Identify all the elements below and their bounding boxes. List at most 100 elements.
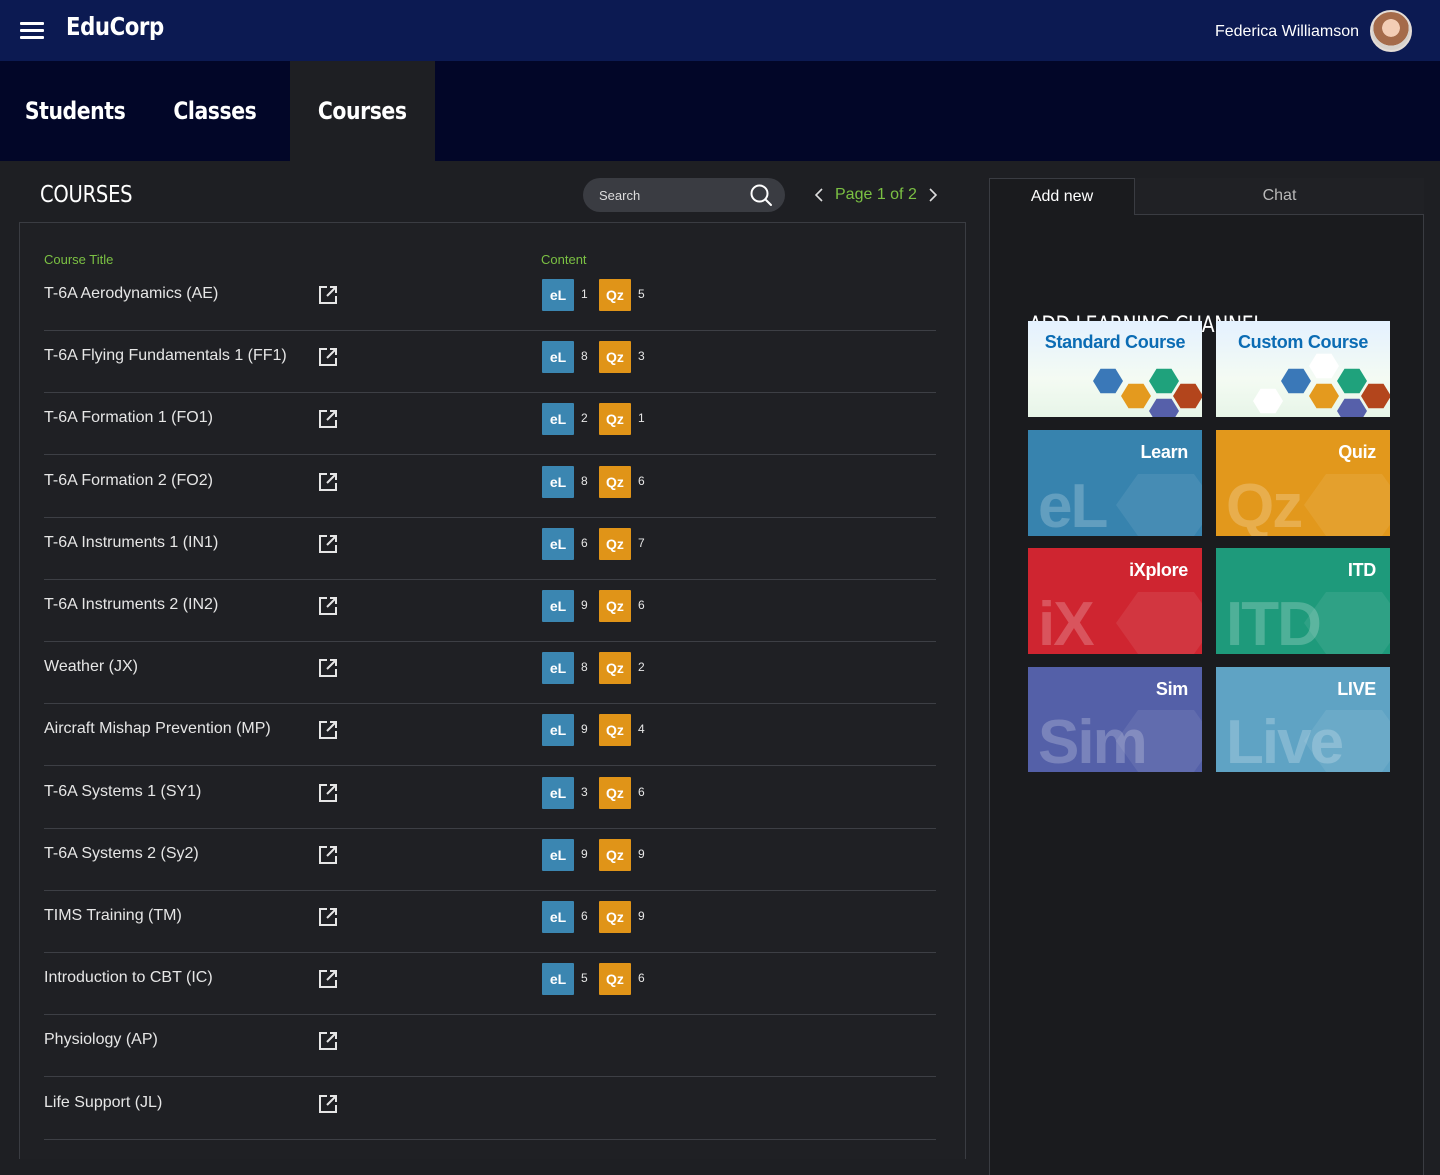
table-row[interactable]: Life Support (JL) [44,1078,936,1140]
elearning-badge[interactable]: eL [542,465,574,498]
table-row[interactable]: Physiology (AP) [44,1015,936,1078]
open-external-icon[interactable] [318,658,338,678]
elearning-badge[interactable]: eL [542,776,574,809]
custom-course-card[interactable]: Custom Course [1216,321,1390,417]
live-card[interactable]: Live LIVE [1216,667,1390,772]
open-external-icon[interactable] [318,596,338,616]
tab-students[interactable]: Students [24,97,126,125]
quiz-badge[interactable]: Qz [599,465,631,498]
elearning-count: 6 [581,909,588,923]
open-external-icon[interactable] [318,285,338,305]
table-row[interactable]: Weather (JX) eL 8 Qz 2 [44,642,936,705]
quiz-badge[interactable]: Qz [599,963,631,996]
open-external-icon[interactable] [318,720,338,740]
avatar[interactable] [1370,10,1412,52]
card-watermark: ITD [1226,590,1322,654]
course-title[interactable]: Weather (JX) [44,658,138,676]
search-input[interactable] [599,178,749,212]
quiz-count: 9 [638,909,645,923]
course-title[interactable]: T-6A Systems 2 (Sy2) [44,844,199,862]
elearning-badge[interactable]: eL [542,901,574,933]
table-row[interactable]: Introduction to CBT (IC) eL 5 Qz 6 [44,953,936,1016]
table-row[interactable]: T-6A Instruments 1 (IN1) eL 6 Qz 7 [44,518,936,580]
card-watermark: eL [1038,472,1108,536]
table-row[interactable]: T-6A Formation 1 (FO1) eL 2 Qz 1 [44,393,936,456]
open-external-icon[interactable] [318,1031,338,1051]
learn-card[interactable]: eL Learn [1028,430,1202,536]
elearning-badge[interactable]: eL [542,963,574,996]
table-row[interactable]: T-6A Systems 1 (SY1) eL 3 Qz 6 [44,767,936,829]
course-title[interactable]: T-6A Formation 2 (FO2) [44,471,213,489]
open-external-icon[interactable] [318,472,338,492]
quiz-badge[interactable]: Qz [599,279,631,311]
table-row[interactable]: Aircraft Mishap Prevention (MP) eL 9 Qz 4 [44,704,936,767]
course-title[interactable]: TIMS Training (TM) [44,907,182,924]
search-box [583,178,785,212]
course-title[interactable]: T-6A Formation 1 (FO1) [44,409,213,427]
table-row[interactable]: T-6A Flying Fundamentals 1 (FF1) eL 8 Qz 3 [44,331,936,394]
user-name[interactable]: Federica Williamson [1214,23,1359,40]
next-page-button[interactable] [926,184,940,206]
open-external-icon[interactable] [318,969,338,989]
quiz-badge[interactable]: Qz [599,527,631,560]
quiz-badge[interactable]: Qz [599,341,631,374]
hexagon-shape [1116,474,1202,536]
sim-card[interactable]: Sim Sim [1028,667,1202,772]
elearning-count: 8 [581,660,588,675]
tab-add-new[interactable]: Add new [989,178,1135,215]
open-external-icon[interactable] [318,347,338,367]
ixplore-card[interactable]: iX iXplore [1028,548,1202,654]
quiz-count: 2 [638,660,645,675]
course-title[interactable]: T-6A Aerodynamics (AE) [44,285,219,302]
course-title[interactable]: Aircraft Mishap Prevention (MP) [44,720,271,738]
open-external-icon[interactable] [318,534,338,554]
quiz-badge[interactable]: Qz [599,652,631,685]
quiz-badge[interactable]: Qz [599,776,631,809]
open-external-icon[interactable] [318,409,338,429]
table-row[interactable]: T-6A Formation 2 (FO2) eL 8 Qz 6 [44,456,936,518]
quiz-badge[interactable]: Qz [599,403,631,436]
elearning-count: 8 [581,349,588,364]
course-title[interactable]: T-6A Instruments 1 (IN1) [44,533,219,551]
elearning-badge[interactable]: eL [542,714,574,747]
itd-card[interactable]: ITD ITD [1216,548,1390,654]
quiz-badge[interactable]: Qz [599,714,631,747]
table-row[interactable]: T-6A Systems 2 (Sy2) eL 9 Qz 9 [44,829,936,891]
elearning-count: 9 [581,598,588,612]
search-icon[interactable] [749,183,773,207]
elearning-badge[interactable]: eL [542,527,574,560]
tab-classes[interactable]: Classes [173,97,257,125]
elearning-badge[interactable]: eL [542,341,574,374]
elearning-badge[interactable]: eL [542,590,574,622]
course-title[interactable]: T-6A Systems 1 (SY1) [44,782,202,800]
quiz-badge[interactable]: Qz [599,838,631,871]
course-title[interactable]: Introduction to CBT (IC) [44,969,213,987]
quiz-card[interactable]: Qz Quiz [1216,430,1390,536]
open-external-icon[interactable] [318,845,338,865]
course-title[interactable]: T-6A Instruments 2 (IN2) [44,596,219,613]
open-external-icon[interactable] [318,907,338,927]
table-row[interactable]: T-6A Aerodynamics (AE) eL 1 Qz 5 [44,269,936,331]
menu-icon[interactable] [20,22,44,40]
quiz-badge[interactable]: Qz [599,901,631,933]
table-row[interactable]: T-6A Instruments 2 (IN2) eL 9 Qz 6 [44,580,936,642]
tab-courses[interactable]: Courses [290,61,435,161]
open-external-icon[interactable] [318,783,338,803]
pagination: Page 1 of 2 [812,184,940,206]
quiz-count: 1 [638,411,645,426]
quiz-badge[interactable]: Qz [599,590,631,622]
table-row[interactable]: TIMS Training (TM) eL 6 Qz 9 [44,891,936,953]
card-label: Custom Course [1237,332,1369,352]
elearning-badge[interactable]: eL [542,838,574,871]
course-title[interactable]: T-6A Flying Fundamentals 1 (FF1) [44,347,287,365]
elearning-badge[interactable]: eL [542,403,574,436]
card-watermark: iX [1038,590,1095,654]
tab-chat[interactable]: Chat [1135,178,1424,215]
course-title[interactable]: Physiology (AP) [44,1031,158,1049]
elearning-badge[interactable]: eL [542,279,574,311]
course-title[interactable]: Life Support (JL) [44,1093,163,1111]
prev-page-button[interactable] [812,184,826,206]
elearning-badge[interactable]: eL [542,652,574,685]
open-external-icon[interactable] [318,1094,338,1114]
standard-course-card[interactable]: Standard Course [1028,321,1202,417]
